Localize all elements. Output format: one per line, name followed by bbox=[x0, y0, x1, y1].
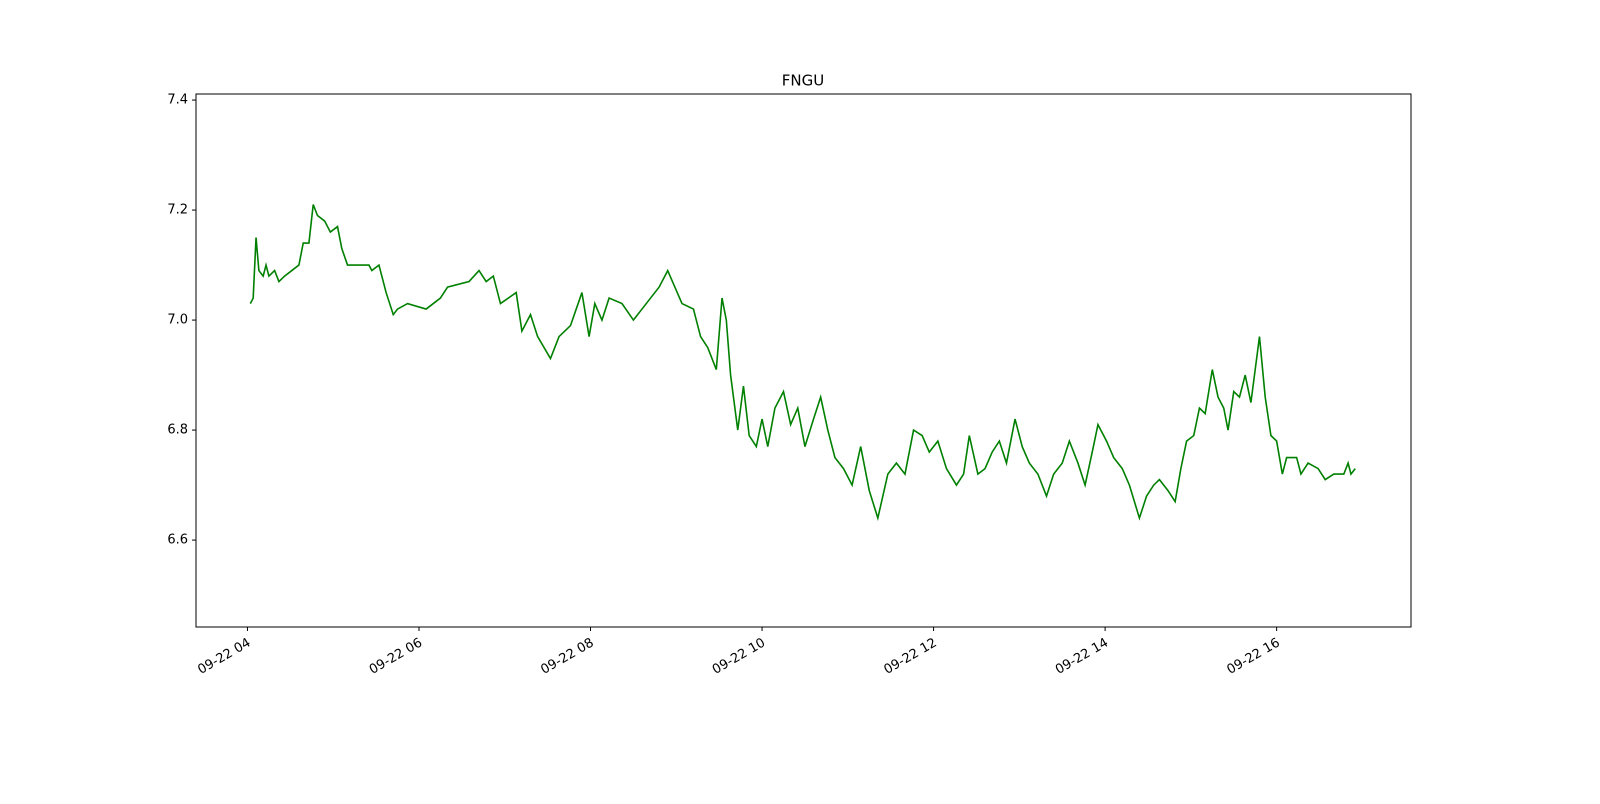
x-tick-label: 09-22 04 bbox=[195, 635, 253, 677]
y-tick-label: 6.8 bbox=[167, 423, 188, 438]
plot-frame bbox=[195, 93, 1412, 628]
x-tick-label: 09-22 16 bbox=[1225, 635, 1283, 677]
x-tick-label: 09-22 08 bbox=[538, 635, 596, 677]
x-tick-label: 09-22 14 bbox=[1053, 635, 1111, 677]
y-tick-label: 7.2 bbox=[167, 203, 188, 218]
price-line bbox=[249, 204, 1356, 522]
x-tick-label: 09-22 06 bbox=[367, 635, 425, 677]
chart-title: FNGU bbox=[782, 72, 824, 90]
y-tick-label: 7.0 bbox=[167, 313, 188, 328]
y-tick-label: 7.4 bbox=[167, 93, 188, 108]
y-tick-label: 6.6 bbox=[167, 533, 188, 548]
x-tick-label: 09-22 10 bbox=[710, 635, 768, 677]
x-tick-label: 09-22 12 bbox=[881, 635, 939, 677]
